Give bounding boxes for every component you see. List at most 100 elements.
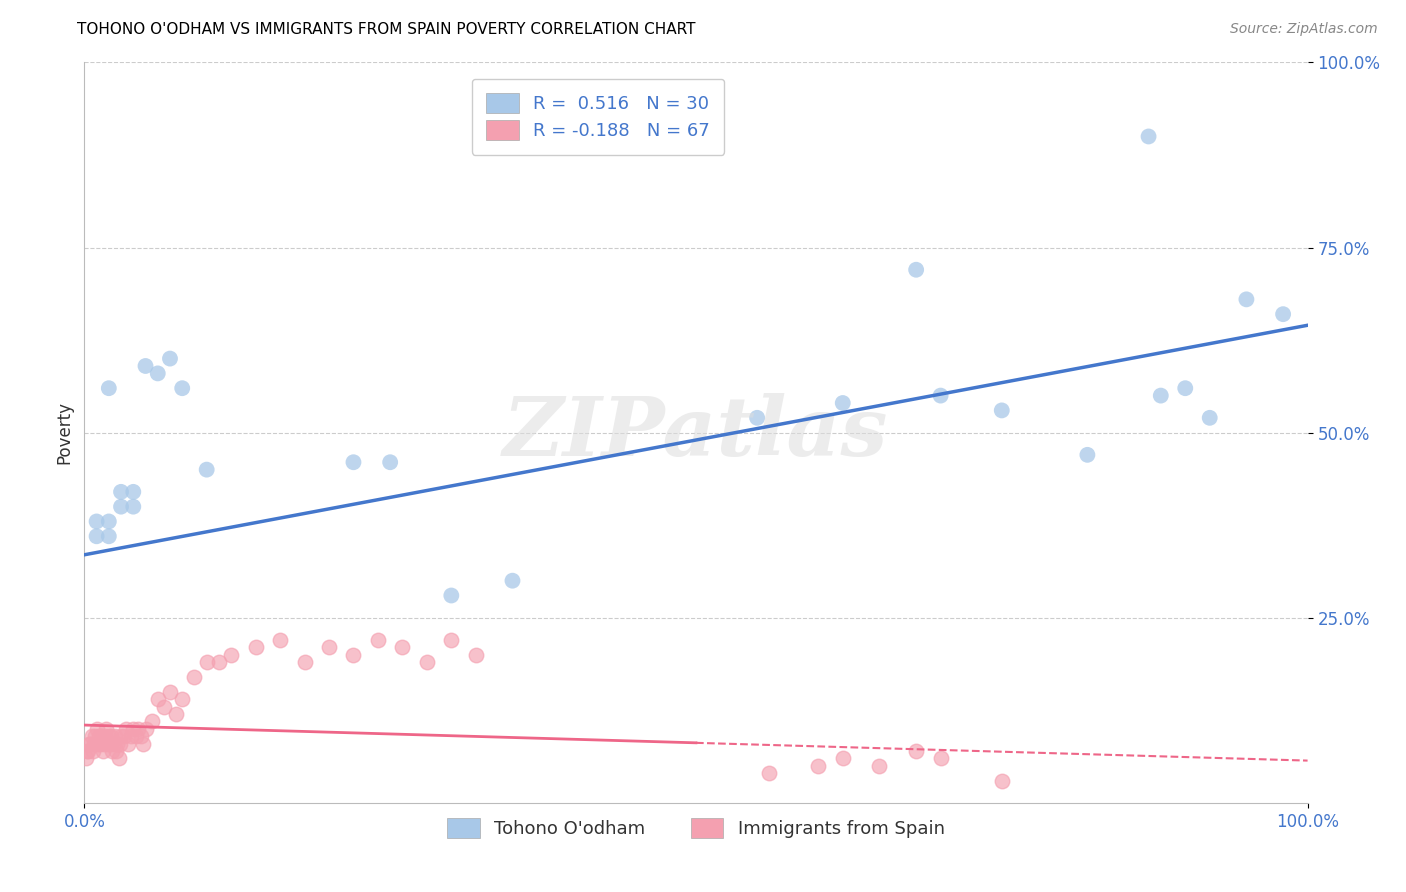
Point bbox=[97, 515, 120, 529]
Point bbox=[929, 388, 952, 402]
Point bbox=[172, 381, 194, 395]
Point bbox=[1150, 388, 1173, 402]
Point bbox=[80, 729, 103, 743]
Point bbox=[86, 515, 108, 529]
Point bbox=[905, 262, 928, 277]
Point bbox=[79, 737, 101, 751]
Point bbox=[91, 744, 114, 758]
Point bbox=[905, 744, 928, 758]
Point bbox=[502, 574, 524, 588]
Point bbox=[120, 729, 142, 743]
Point bbox=[219, 648, 242, 662]
Point bbox=[869, 758, 891, 772]
Point bbox=[747, 410, 769, 425]
Point bbox=[208, 655, 231, 669]
Point bbox=[84, 729, 107, 743]
Point bbox=[146, 367, 169, 381]
Point bbox=[195, 655, 218, 669]
Point bbox=[97, 729, 120, 743]
Point bbox=[991, 403, 1014, 417]
Point bbox=[83, 737, 105, 751]
Point bbox=[97, 737, 120, 751]
Point bbox=[115, 722, 138, 736]
Point bbox=[127, 722, 149, 736]
Point bbox=[87, 729, 110, 743]
Point bbox=[183, 670, 205, 684]
Point bbox=[105, 737, 128, 751]
Point bbox=[104, 729, 127, 743]
Legend: Tohono O'odham, Immigrants from Spain: Tohono O'odham, Immigrants from Spain bbox=[440, 811, 952, 846]
Point bbox=[97, 381, 120, 395]
Point bbox=[76, 744, 98, 758]
Point bbox=[117, 737, 139, 751]
Point bbox=[391, 640, 413, 655]
Point bbox=[758, 766, 780, 780]
Point bbox=[77, 737, 100, 751]
Text: TOHONO O'ODHAM VS IMMIGRANTS FROM SPAIN POVERTY CORRELATION CHART: TOHONO O'ODHAM VS IMMIGRANTS FROM SPAIN … bbox=[77, 22, 696, 37]
Point bbox=[416, 655, 439, 669]
Point bbox=[101, 744, 124, 758]
Point bbox=[380, 455, 402, 469]
Point bbox=[129, 729, 152, 743]
Point bbox=[165, 706, 187, 721]
Point bbox=[1198, 410, 1220, 425]
Point bbox=[172, 692, 194, 706]
Point bbox=[89, 737, 111, 751]
Point bbox=[141, 714, 163, 729]
Point bbox=[294, 655, 316, 669]
Point bbox=[110, 500, 132, 514]
Point bbox=[1076, 448, 1098, 462]
Point bbox=[100, 729, 122, 743]
Text: Source: ZipAtlas.com: Source: ZipAtlas.com bbox=[1230, 22, 1378, 37]
Point bbox=[86, 722, 108, 736]
Point bbox=[90, 729, 112, 743]
Text: ZIPatlas: ZIPatlas bbox=[503, 392, 889, 473]
Point bbox=[440, 589, 463, 603]
Point bbox=[122, 484, 145, 499]
Point bbox=[269, 632, 291, 647]
Point bbox=[1137, 129, 1160, 144]
Point bbox=[464, 648, 486, 662]
Point bbox=[105, 744, 128, 758]
Point bbox=[107, 751, 129, 765]
Point bbox=[929, 751, 952, 765]
Point bbox=[110, 729, 132, 743]
Point bbox=[807, 758, 830, 772]
Point bbox=[112, 729, 135, 743]
Point bbox=[108, 737, 131, 751]
Point bbox=[132, 737, 155, 751]
Point bbox=[367, 632, 389, 647]
Point bbox=[87, 737, 110, 751]
Point bbox=[86, 529, 108, 543]
Point bbox=[1236, 293, 1258, 307]
Point bbox=[94, 729, 117, 743]
Point bbox=[440, 632, 463, 647]
Point bbox=[125, 729, 148, 743]
Point bbox=[342, 455, 364, 469]
Point bbox=[82, 744, 104, 758]
Point bbox=[159, 685, 181, 699]
Point bbox=[159, 351, 181, 366]
Point bbox=[135, 722, 157, 736]
Point bbox=[318, 640, 340, 655]
Point bbox=[103, 737, 125, 751]
Point bbox=[93, 737, 115, 751]
Point bbox=[122, 500, 145, 514]
Point bbox=[110, 484, 132, 499]
Point bbox=[122, 722, 145, 736]
Point bbox=[342, 648, 364, 662]
Point bbox=[146, 692, 169, 706]
Point bbox=[98, 737, 121, 751]
Point bbox=[991, 773, 1014, 788]
Point bbox=[96, 722, 118, 736]
Point bbox=[195, 462, 218, 476]
Point bbox=[831, 396, 853, 410]
Point bbox=[831, 751, 853, 765]
Point bbox=[1174, 381, 1197, 395]
Y-axis label: Poverty: Poverty bbox=[55, 401, 73, 464]
Point bbox=[153, 699, 176, 714]
Point bbox=[75, 751, 97, 765]
Point bbox=[245, 640, 267, 655]
Point bbox=[135, 359, 157, 373]
Point bbox=[97, 529, 120, 543]
